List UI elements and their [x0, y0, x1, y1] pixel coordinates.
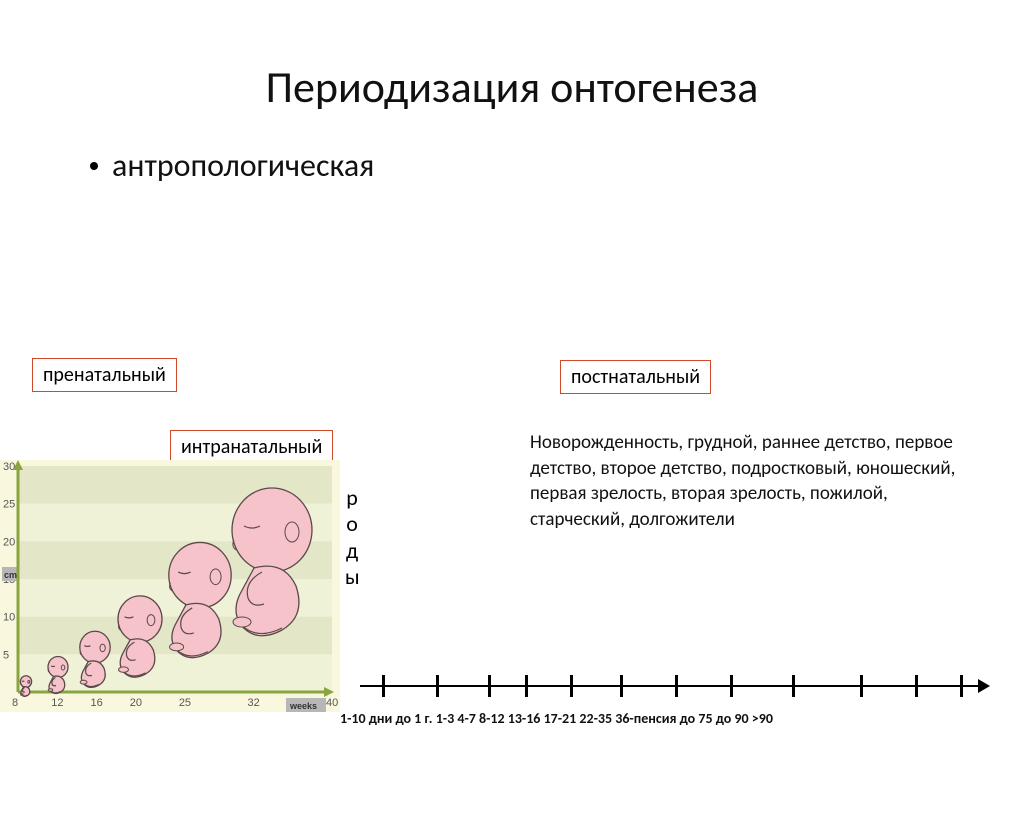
svg-text:weeks: weeks — [289, 701, 317, 711]
svg-text:10: 10 — [3, 612, 15, 624]
timeline-tick — [675, 675, 678, 697]
svg-text:cm: cm — [4, 570, 17, 580]
svg-text:32: 32 — [248, 697, 260, 709]
timeline-tick — [382, 675, 385, 697]
page-title: Периодизация онтогенеза — [0, 60, 1024, 114]
svg-text:16: 16 — [91, 697, 103, 709]
svg-text:30: 30 — [3, 461, 15, 473]
bullet-item: антропологическая — [90, 146, 1024, 185]
timeline-tick — [525, 675, 528, 697]
svg-text:5: 5 — [3, 649, 9, 661]
svg-text:25: 25 — [3, 499, 15, 511]
box-postnatal: постнатальный — [560, 360, 711, 394]
svg-text:40: 40 — [326, 697, 338, 709]
timeline-axis — [360, 685, 980, 687]
bullet-text: антропологическая — [112, 146, 374, 185]
svg-text:20: 20 — [3, 536, 15, 548]
timeline-tick — [915, 675, 918, 697]
birth-label: роды — [345, 485, 359, 591]
fetus-icon — [20, 676, 31, 697]
svg-text:25: 25 — [179, 697, 191, 709]
timeline-labels: 1-10 дни до 1 г. 1-3 4-7 8-12 13-16 17-2… — [340, 710, 1020, 727]
timeline-tick — [436, 675, 439, 697]
timeline-tick — [570, 675, 573, 697]
timeline-tick — [960, 675, 963, 697]
arrow-right-icon — [978, 679, 990, 693]
box-prenatal: пренатальный — [32, 358, 177, 392]
timeline-tick — [620, 675, 623, 697]
box-intranatal: интранатальный — [170, 430, 333, 464]
svg-text:20: 20 — [130, 697, 142, 709]
timeline-tick — [860, 675, 863, 697]
bullet-dot-icon — [90, 162, 98, 170]
timeline-tick — [488, 675, 491, 697]
svg-text:12: 12 — [51, 697, 63, 709]
timeline-tick — [730, 675, 733, 697]
fetal-growth-chart: 51015202530cm8121620253240weeks — [0, 460, 340, 712]
postnatal-description: Новорожденность, грудной, раннее детство… — [530, 430, 970, 533]
timeline-tick — [792, 675, 795, 697]
svg-text:8: 8 — [12, 697, 18, 709]
